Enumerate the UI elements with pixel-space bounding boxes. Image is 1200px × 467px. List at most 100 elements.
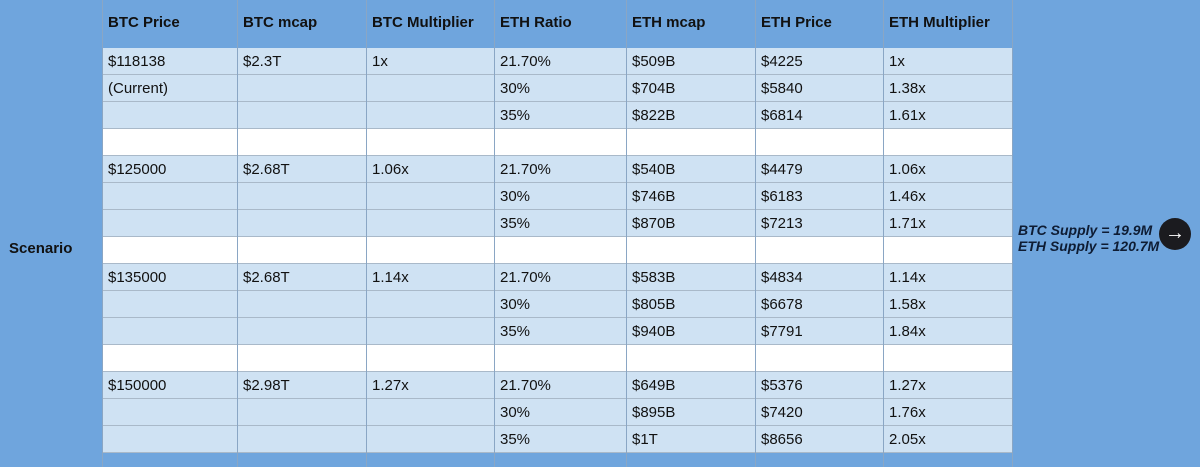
cell-btc-multiplier[interactable]: 1.06x [372,161,409,178]
cell-eth-multiplier[interactable]: 1.76x [889,404,926,421]
cell-btc-multiplier[interactable]: 1.14x [372,269,409,286]
cell-btc-mcap[interactable]: $2.3T [243,53,282,70]
column-divider [883,0,884,467]
cell-btc-price[interactable] [102,291,237,317]
cell-eth-price[interactable]: $6678 [761,296,803,313]
cell-eth-multiplier[interactable]: 1.58x [889,296,926,313]
cell-eth-price[interactable]: $5840 [761,80,803,97]
cell-btc-price[interactable] [102,318,237,344]
cell-eth-price[interactable]: $4479 [761,161,803,178]
column-divider [626,0,627,467]
cell-eth-ratio[interactable]: 21.70% [500,161,551,178]
cell-btc-mcap[interactable] [237,75,366,101]
table-row: $118138 $2.3T 1x 21.70% $509B $4225 1x [102,48,1013,75]
cell-btc-price[interactable]: $135000 [108,269,167,286]
table-row: $135000 $2.68T 1.14x 21.70% $583B $4834 1.14x [102,264,1013,291]
cell-btc-mcap[interactable]: $2.98T [243,377,290,394]
cell-eth-mcap[interactable]: $870B [632,215,676,232]
table-row: $150000 $2.98T 1.27x 21.70% $649B $5376 1.27x [102,372,1013,399]
cell-eth-price[interactable]: $6814 [761,107,803,124]
cell-eth-price[interactable]: $7420 [761,404,803,421]
cell-eth-price[interactable]: $8656 [761,431,803,448]
cell-eth-mcap[interactable]: $509B [632,53,676,70]
cell-eth-mcap[interactable]: $822B [632,107,676,124]
cell-btc-mcap[interactable] [237,291,366,317]
cell-eth-price[interactable]: $7213 [761,215,803,232]
table-row: 30% $746B $6183 1.46x [102,183,1013,210]
cell-eth-price[interactable]: $4225 [761,53,803,70]
cell-btc-mcap[interactable] [237,210,366,236]
cell-eth-price[interactable]: $7791 [761,323,803,340]
cell-eth-mcap[interactable]: $704B [632,80,676,97]
cell-btc-multiplier[interactable] [366,183,494,209]
cell-eth-price[interactable]: $6183 [761,188,803,205]
cell-eth-multiplier[interactable]: 1.27x [889,377,926,394]
next-button[interactable]: → [1159,218,1191,250]
cell-eth-multiplier[interactable]: 1.46x [889,188,926,205]
cell-eth-multiplier[interactable]: 1.71x [889,215,926,232]
arrow-right-icon: → [1165,222,1185,244]
cell-btc-multiplier[interactable] [366,75,494,101]
cell-btc-multiplier[interactable]: 1.27x [372,377,409,394]
cell-eth-ratio[interactable]: 21.70% [500,377,551,394]
cell-btc-multiplier[interactable] [366,210,494,236]
cell-btc-multiplier[interactable] [366,399,494,425]
separator-row [102,129,1013,156]
cell-btc-mcap[interactable]: $2.68T [243,161,290,178]
cell-eth-price[interactable]: $5376 [761,377,803,394]
cell-eth-price[interactable]: $4834 [761,269,803,286]
cell-btc-multiplier[interactable] [366,318,494,344]
cell-btc-price[interactable]: $150000 [108,377,167,394]
cell-btc-price[interactable] [102,210,237,236]
cell-eth-mcap[interactable]: $940B [632,323,676,340]
cell-eth-multiplier[interactable]: 1.06x [889,161,926,178]
cell-eth-mcap[interactable]: $583B [632,269,676,286]
btc-supply-note: BTC Supply = 19.9M [1018,222,1153,238]
cell-btc-mcap[interactable] [237,102,366,128]
cell-eth-mcap[interactable]: $1T [632,431,658,448]
cell-btc-price[interactable]: (Current) [108,80,169,97]
cell-btc-mcap[interactable] [237,399,366,425]
cell-eth-multiplier[interactable]: 1.14x [889,269,926,286]
cell-btc-price[interactable]: $125000 [108,161,167,178]
cell-eth-ratio[interactable]: 21.70% [500,269,551,286]
cell-eth-ratio[interactable]: 30% [500,404,531,421]
cell-btc-mcap[interactable] [237,426,366,452]
cell-eth-multiplier[interactable]: 2.05x [889,431,926,448]
cell-eth-multiplier[interactable]: 1.61x [889,107,926,124]
cell-btc-multiplier[interactable] [366,102,494,128]
cell-eth-mcap[interactable]: $805B [632,296,676,313]
column-header-eth-multiplier: ETH Multiplier [889,14,990,31]
cell-eth-multiplier[interactable]: 1.38x [889,80,926,97]
cell-eth-mcap[interactable]: $540B [632,161,676,178]
cell-btc-multiplier[interactable] [366,291,494,317]
cell-btc-price[interactable] [102,183,237,209]
column-divider [366,0,367,467]
scenario-label: Scenario [9,240,73,257]
cell-btc-price[interactable] [102,102,237,128]
cell-eth-ratio[interactable]: 30% [500,296,531,313]
cell-btc-multiplier[interactable] [366,426,494,452]
cell-eth-ratio[interactable]: 30% [500,80,531,97]
cell-eth-multiplier[interactable]: 1x [889,53,905,70]
cell-btc-price[interactable] [102,426,237,452]
cell-eth-ratio[interactable]: 35% [500,215,531,232]
cell-btc-price[interactable] [102,399,237,425]
cell-btc-price[interactable]: $118138 [108,53,166,70]
cell-eth-mcap[interactable]: $746B [632,188,676,205]
cell-eth-ratio[interactable]: 21.70% [500,53,551,70]
cell-eth-ratio[interactable]: 35% [500,107,531,124]
column-header-btc-price: BTC Price [108,14,180,31]
cell-eth-ratio[interactable]: 30% [500,188,531,205]
cell-eth-mcap[interactable]: $649B [632,377,676,394]
cell-eth-multiplier[interactable]: 1.84x [889,323,926,340]
cell-btc-mcap[interactable] [237,318,366,344]
column-header-eth-ratio: ETH Ratio [500,14,572,31]
cell-eth-mcap[interactable]: $895B [632,404,676,421]
cell-eth-ratio[interactable]: 35% [500,323,531,340]
cell-btc-mcap[interactable]: $2.68T [243,269,290,286]
cell-btc-multiplier[interactable]: 1x [372,53,388,70]
cell-btc-mcap[interactable] [237,183,366,209]
scenario-table: BTC Price BTC mcap BTC Multiplier ETH Ratio… [102,0,1013,467]
cell-eth-ratio[interactable]: 35% [500,431,531,448]
